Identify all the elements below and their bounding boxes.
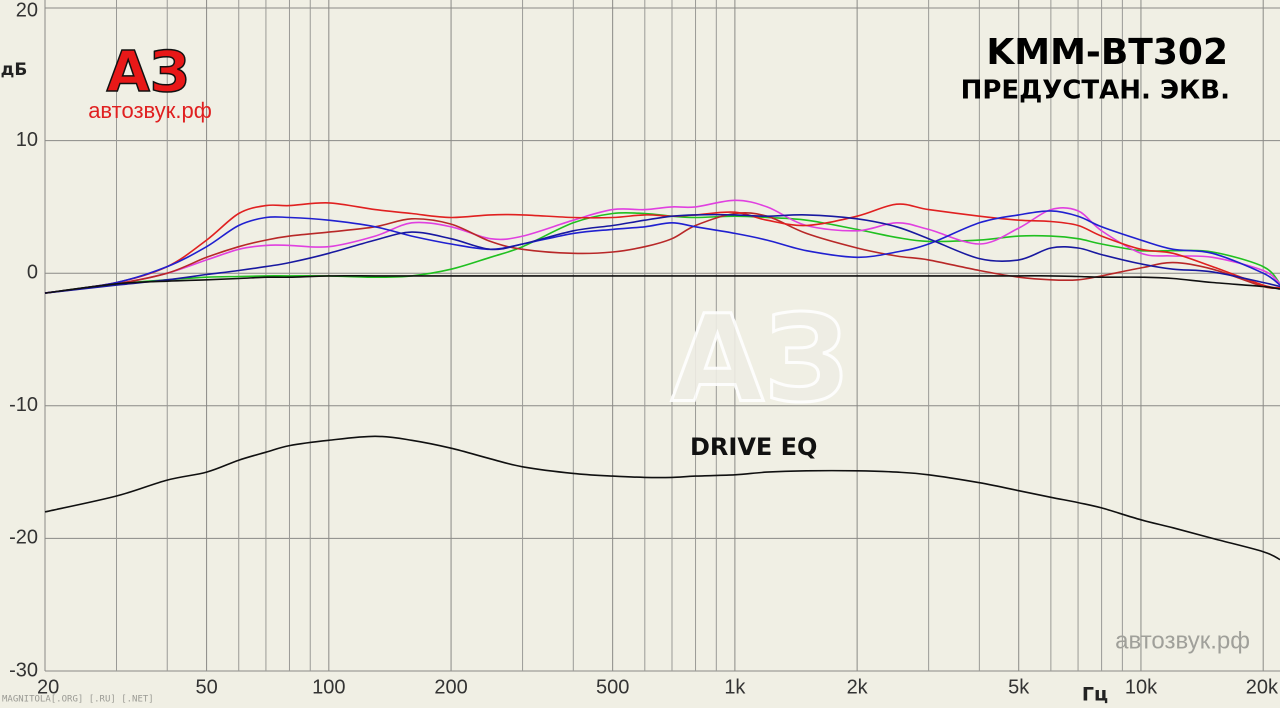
y-axis-label: дБ: [1, 60, 28, 80]
series-label: DRIVE EQ: [690, 433, 817, 461]
y-tick-label: 20: [16, 0, 38, 21]
x-tick-label: 20k: [1246, 676, 1279, 698]
chart-subtitle: ПРЕДУСТАН. ЭКВ.: [961, 76, 1230, 106]
logo: АЗ: [106, 40, 189, 105]
series-line: [44, 199, 1280, 294]
x-tick-label: 500: [596, 676, 629, 698]
series-line: [44, 213, 1280, 294]
series-line: [44, 212, 1280, 294]
source-watermark: MAGNITOLA[.ORG] [.RU] [.NET]: [2, 695, 154, 705]
series-line: [44, 210, 1280, 294]
x-tick-label: 20: [37, 676, 59, 698]
series-line: [44, 274, 1280, 294]
chart-title: KMM-BT302: [986, 32, 1228, 73]
y-tick-label: 0: [27, 261, 38, 283]
x-tick-label: 10k: [1125, 676, 1158, 698]
site-watermark: автозвук.рф: [1115, 627, 1250, 654]
x-tick-label: 2k: [847, 676, 869, 698]
x-tick-label: 1k: [724, 676, 746, 698]
curves: [44, 199, 1280, 561]
y-tick-label: -20: [9, 527, 38, 549]
x-tick-label: 5k: [1008, 676, 1030, 698]
x-tick-label: 200: [434, 676, 467, 698]
grid: [44, 0, 1280, 672]
y-tick-label: -10: [9, 394, 38, 416]
y-tick-label: -30: [9, 659, 38, 681]
x-axis-label: Гц: [1082, 684, 1108, 706]
logo-site: автозвук.рф: [88, 98, 212, 123]
labels: -30 -20 -10 0 10 20 20 50 100 200 500 1k 2k 5k 10k 20k D…: [9, 0, 1279, 698]
watermark-logo: АЗ: [671, 291, 849, 430]
x-tick-label: 100: [312, 676, 345, 698]
y-tick-label: 10: [16, 129, 38, 151]
series-line: [44, 435, 1280, 561]
x-tick-label: 50: [195, 676, 217, 698]
series-line: [44, 211, 1280, 294]
